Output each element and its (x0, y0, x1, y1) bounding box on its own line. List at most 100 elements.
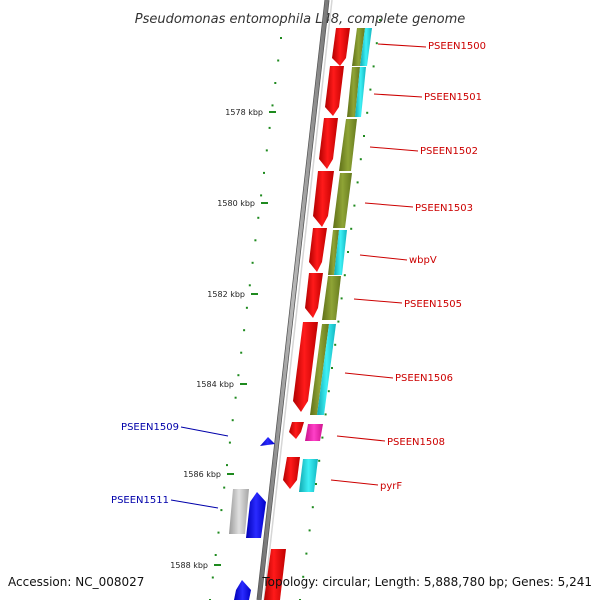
cds-arrow-pseen1505[interactable] (305, 273, 323, 318)
ring-dot (220, 509, 223, 512)
gene-label-wbpv[interactable]: wbpV (409, 255, 437, 266)
ring-dot (237, 374, 240, 377)
gene-label-pyrf[interactable]: pyrF (380, 481, 402, 492)
gene-label-pseen1509[interactable]: PSEEN1509 (121, 422, 179, 433)
scale-ticks: 1578 kbp 1580 kbp 1582 kbp 1584 kbp 1586 kbp… (170, 108, 276, 570)
ring-dot (265, 149, 268, 152)
ring-dot (268, 126, 271, 129)
ring-dot (274, 82, 277, 84)
ring-dot (302, 575, 305, 578)
gene-label-pseen1503[interactable]: PSEEN1503 (415, 203, 473, 214)
ring-dot (363, 135, 365, 137)
cog-segment (360, 28, 372, 66)
cds-arrow-reverse-next[interactable] (234, 580, 251, 600)
ring-dot (353, 204, 356, 207)
gene-label-pseen1501[interactable]: PSEEN1501 (424, 92, 482, 103)
forward-cds-track (264, 28, 350, 600)
cds-arrow-next[interactable] (264, 549, 286, 600)
gene-leader-line (344, 372, 394, 379)
ring-dot (356, 181, 359, 184)
cog-segment (328, 230, 339, 275)
cds-arrow-pseen1506[interactable] (293, 322, 318, 412)
cds-arrow-pseen1510[interactable] (229, 489, 249, 534)
gene-label-pseen1500[interactable]: PSEEN1500 (428, 41, 486, 52)
ring-dot (254, 239, 257, 242)
ring-dot (347, 251, 349, 253)
cds-arrow-pseen1507[interactable] (289, 422, 304, 439)
cds-arrow-pseen1502[interactable] (319, 118, 338, 169)
cds-arrow-pseen1501[interactable] (325, 66, 344, 116)
ring-dot (315, 483, 317, 485)
tick-mark (251, 293, 258, 295)
gene-label-pseen1505[interactable]: PSEEN1505 (404, 299, 462, 310)
tick-label: 1578 kbp (225, 108, 263, 117)
ring-dot (214, 554, 217, 556)
genome-summary-text: Topology: circular; Length: 5,888,780 bp… (261, 575, 592, 589)
ring-dot (226, 464, 228, 467)
ring-dot (350, 227, 353, 230)
ring-dot (240, 351, 243, 354)
cds-arrow-pseen1511[interactable] (246, 492, 266, 538)
tick-mark (261, 202, 268, 204)
cds-arrow-pseen1508[interactable] (305, 424, 323, 441)
outer-dotted-ring (299, 19, 381, 600)
ring-dot (340, 297, 343, 300)
cds-arrow-pyrf-red[interactable] (283, 457, 300, 489)
ring-dot (359, 158, 362, 161)
inner-dotted-ring (209, 37, 282, 600)
ring-dot (271, 104, 274, 107)
cds-arrow-pseen1503[interactable] (313, 171, 334, 227)
ring-dot (243, 329, 246, 332)
tick-mark (227, 473, 234, 475)
ring-dot (231, 419, 234, 422)
ring-dot (337, 320, 340, 323)
gene-leader-line (369, 146, 419, 152)
ring-dot (308, 529, 311, 532)
reverse-cds-track (229, 437, 275, 600)
ring-dot (280, 37, 282, 39)
gene-leader-line (377, 43, 427, 48)
gene-leader-line (330, 479, 379, 486)
gene-label-pseen1511[interactable]: PSEEN1511 (111, 495, 169, 506)
ring-dot (260, 194, 263, 197)
ring-dot (327, 390, 330, 393)
gene-label-pseen1508[interactable]: PSEEN1508 (387, 437, 445, 448)
map-title: Pseudomonas entomophila L48, complete ge… (135, 12, 466, 27)
tick-label: 1588 kbp (170, 561, 208, 570)
gene-leader-line (180, 426, 229, 437)
ring-dot (248, 284, 251, 287)
ring-dot (321, 436, 324, 439)
tick-mark (214, 564, 221, 566)
cds-arrow-pseen1500[interactable] (332, 28, 350, 66)
gene-labels: PSEEN1500 PSEEN1501 PSEEN1502 PSEEN1503 wbpV… (111, 41, 486, 509)
ring-dot (251, 261, 254, 264)
gene-leader-line (359, 254, 408, 261)
gene-label-pseen1506[interactable]: PSEEN1506 (395, 373, 453, 384)
ring-dot (375, 42, 378, 45)
cog-segment (339, 119, 357, 171)
ring-dot (305, 552, 308, 555)
ring-dot (331, 367, 333, 369)
accession-text: Accession: NC_008027 (8, 575, 144, 589)
cds-arrow-pseen1509[interactable] (260, 437, 275, 446)
gene-leader-line (373, 93, 423, 98)
cog-segment (322, 276, 341, 320)
ring-dot (211, 576, 214, 579)
ring-dot (228, 441, 231, 444)
ring-dot (372, 65, 375, 68)
ring-dot (379, 19, 381, 21)
gene-leader-line (364, 202, 414, 208)
cds-arrow-wbpv[interactable] (309, 228, 327, 272)
gene-label-pseen1502[interactable]: PSEEN1502 (420, 146, 478, 157)
tick-mark (269, 111, 276, 113)
ring-dot (223, 486, 226, 489)
gene-leader-line (353, 298, 403, 304)
ring-dot (324, 413, 327, 416)
cds-arrow-pyrf-cyan[interactable] (299, 459, 318, 492)
cog-segment (333, 173, 352, 228)
ring-dot (234, 396, 237, 399)
ring-dot (369, 88, 372, 91)
genome-backbone (256, 0, 333, 600)
tick-label: 1580 kbp (217, 199, 255, 208)
